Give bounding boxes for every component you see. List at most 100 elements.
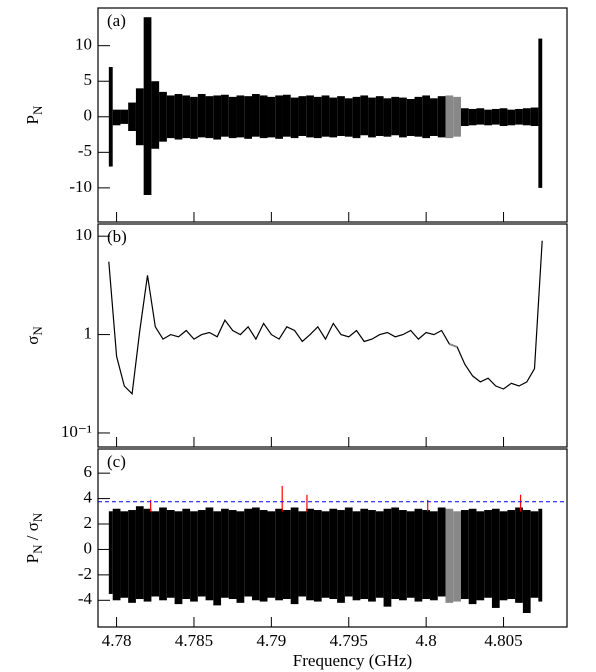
y-tick-label: 5 — [84, 70, 93, 89]
noise-band — [391, 507, 400, 600]
y-label-subscript: N — [30, 544, 45, 554]
noise-band — [321, 511, 330, 598]
noise-band — [313, 96, 322, 139]
noise-band — [460, 510, 469, 600]
noise-band — [368, 97, 376, 138]
noise-band — [182, 95, 191, 139]
noise-band — [329, 508, 338, 600]
noise-band — [515, 108, 523, 125]
noise-band — [344, 98, 353, 137]
noise-band — [352, 511, 361, 601]
noise-band — [244, 96, 253, 139]
y-tick-label: 10⁻¹ — [61, 422, 92, 441]
noise-band — [221, 508, 229, 598]
x-tick-label: 4.805 — [484, 631, 522, 650]
noise-band — [143, 508, 152, 602]
y-tick-label: -4 — [78, 589, 93, 608]
noise-band — [298, 511, 307, 597]
noise-band — [108, 67, 113, 167]
noise-band — [213, 511, 222, 606]
noise-band — [445, 508, 454, 603]
noise-band — [151, 81, 160, 149]
noise-band — [468, 108, 477, 126]
noise-band — [221, 94, 229, 137]
noise-band — [391, 96, 400, 136]
noise-band — [197, 94, 206, 138]
noise-band — [414, 508, 423, 602]
y-tick-label: 10 — [75, 225, 92, 244]
line — [108, 240, 543, 396]
x-tick-label: 4.79 — [256, 631, 286, 650]
noise-band — [422, 95, 431, 139]
noise-band — [267, 511, 276, 598]
noise-band — [360, 508, 369, 600]
noise-band — [267, 96, 276, 138]
noise-band — [538, 38, 543, 188]
noise-band — [236, 511, 245, 603]
noise-band — [368, 510, 376, 602]
noise-band — [306, 508, 314, 601]
noise-band — [399, 97, 407, 138]
x-tick-label: 4.785 — [175, 631, 213, 650]
noise-band — [135, 506, 144, 600]
noise-band — [515, 507, 523, 603]
noise-band — [352, 96, 361, 139]
noise-band — [453, 96, 461, 137]
noise-band — [522, 510, 531, 614]
y-label-text: P — [23, 554, 42, 563]
y-label-text: σ — [23, 336, 42, 345]
noise-band — [159, 507, 167, 601]
noise-band — [484, 510, 492, 598]
noise-band — [406, 99, 415, 136]
x-axis-label: Frequency (GHz) — [293, 651, 412, 670]
noise-band — [151, 511, 160, 597]
noise-band — [135, 88, 144, 146]
noise-band — [143, 17, 152, 195]
noise-band — [205, 507, 214, 601]
y-axis-label: PN — [23, 105, 45, 124]
noise-band — [190, 96, 198, 139]
noise-band — [112, 508, 121, 601]
y-tick-label: 0 — [84, 538, 93, 557]
y-tick-label: 4 — [84, 487, 93, 506]
plot-frame — [97, 7, 568, 223]
noise-band — [453, 511, 461, 602]
noise-band — [406, 511, 415, 598]
noise-band — [430, 98, 438, 136]
noise-band — [259, 510, 268, 602]
noise-band — [174, 511, 183, 605]
noise-band — [313, 510, 322, 602]
y-tick-label: -2 — [78, 564, 92, 583]
noise-band — [383, 98, 392, 137]
noise-band — [491, 108, 500, 125]
x-tick-label: 4.8 — [416, 631, 437, 650]
noise-band — [120, 109, 129, 124]
y-tick-label: 6 — [84, 462, 93, 481]
x-tick-label: 4.795 — [330, 631, 368, 650]
y-label-subscript: N — [30, 326, 45, 336]
y-tick-label: -10 — [69, 177, 92, 196]
x-tick-label: 4.78 — [102, 631, 132, 650]
noise-band — [337, 96, 345, 136]
noise-band — [205, 96, 214, 139]
y-tick-label: 2 — [84, 513, 93, 532]
noise-band — [484, 109, 492, 126]
y-tick-label: 0 — [84, 106, 93, 125]
noise-band — [538, 508, 543, 602]
noise-band — [236, 95, 245, 138]
y-label-subscript: N — [30, 105, 45, 115]
noise-band — [530, 107, 539, 127]
noise-band — [128, 510, 136, 603]
noise-band — [430, 511, 438, 601]
noise-band — [275, 95, 283, 139]
plot-frame — [97, 223, 568, 448]
noise-band — [445, 95, 454, 139]
noise-band — [337, 510, 345, 603]
y-axis-label: σN — [23, 326, 45, 345]
y-label-text: / σ — [23, 522, 42, 544]
panel-label: (b) — [107, 227, 127, 246]
noise-band — [298, 96, 307, 136]
noise-band — [228, 510, 237, 600]
y-tick-label: -5 — [78, 141, 92, 160]
noise-band — [414, 96, 423, 137]
